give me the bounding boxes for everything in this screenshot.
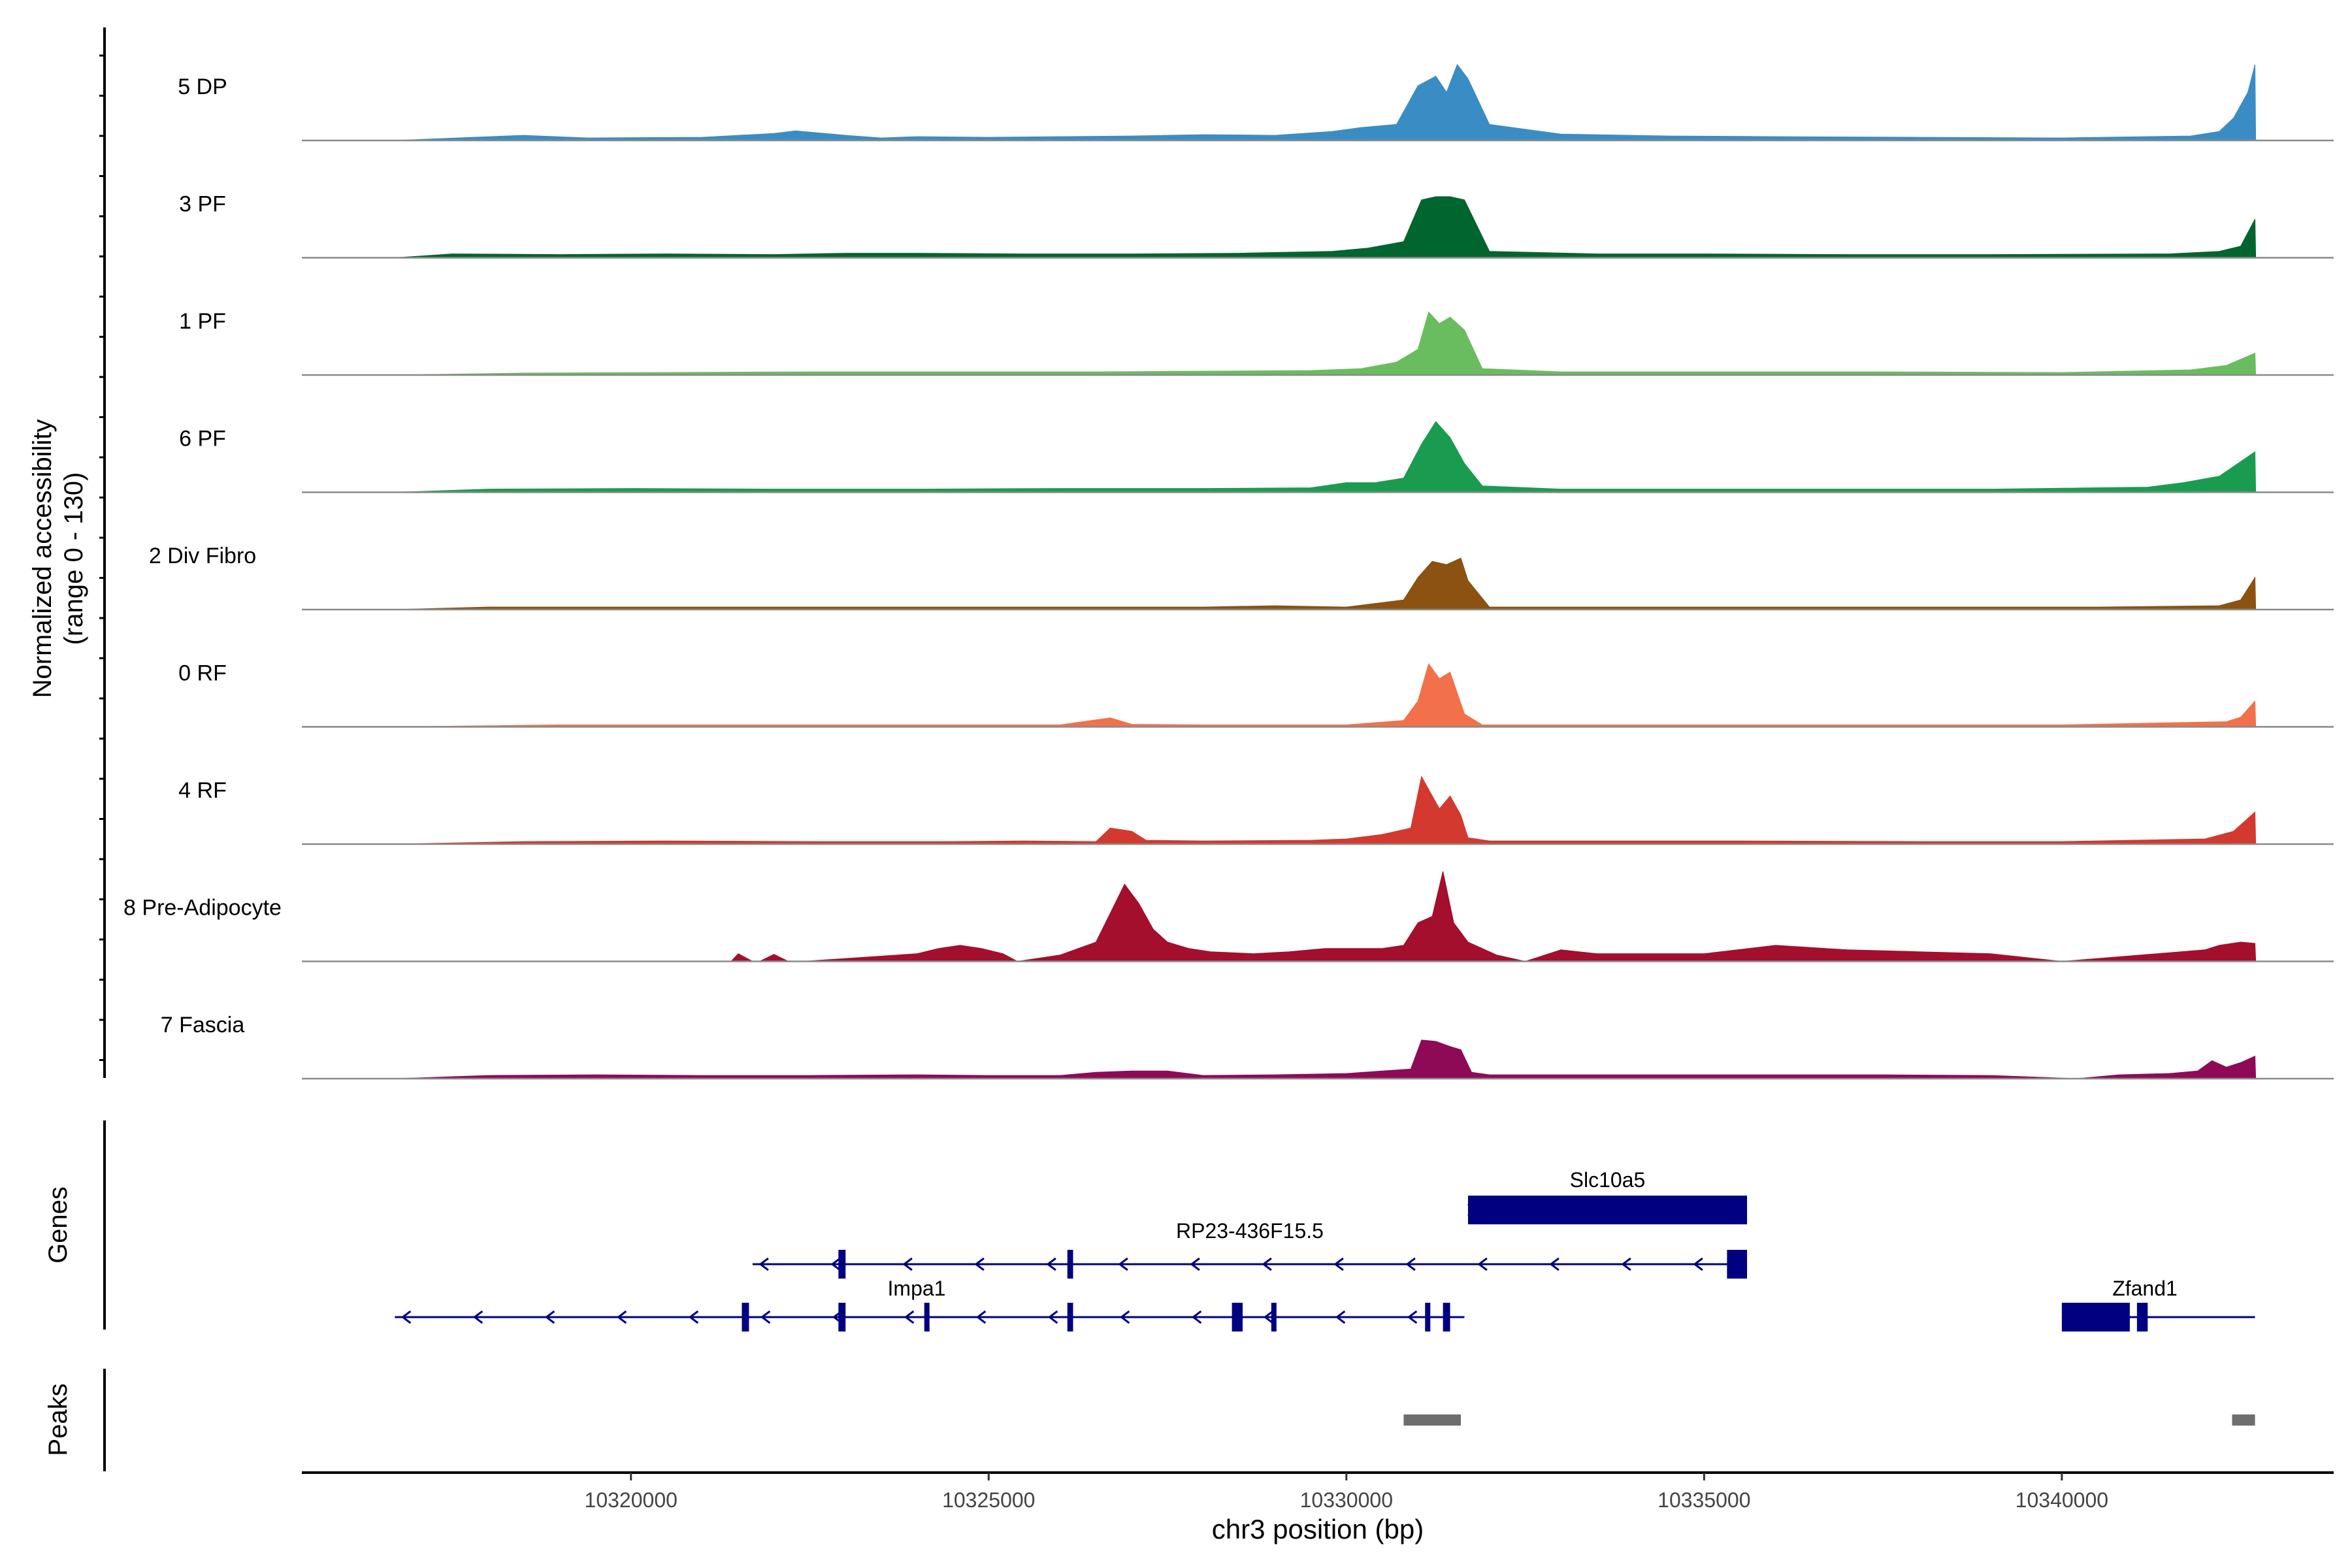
peaks-panel-label: Peaks — [44, 1383, 73, 1456]
track-label: 5 DP — [178, 74, 227, 99]
gene-impa1: Impa1 — [395, 1277, 1465, 1331]
track-5-dp: 5 DP — [178, 63, 2334, 142]
track-area — [395, 311, 2257, 376]
track-area — [395, 1039, 2257, 1079]
track-label: 6 PF — [179, 427, 226, 451]
track-4-rf: 4 RF — [178, 776, 2334, 845]
strand-arrow — [760, 1310, 771, 1324]
strand-arrow — [1477, 1257, 1488, 1271]
strand-arrow — [1262, 1257, 1272, 1271]
x-axis-tick-label: 10325000 — [942, 1488, 1035, 1512]
strand-arrow — [974, 1257, 985, 1271]
gene-exon — [2061, 1303, 2130, 1331]
track-7-fascia: 7 Fascia — [161, 1013, 2334, 1080]
track-label: 4 RF — [178, 778, 227, 803]
peaks-panel — [1403, 1414, 2255, 1426]
gene-label: Zfand1 — [2112, 1277, 2178, 1300]
gene-exon — [838, 1303, 846, 1331]
y-axis-label-line2: (range 0 - 130) — [59, 472, 88, 645]
track-label: 1 PF — [179, 309, 226, 334]
genes-panel-label: Genes — [44, 1186, 73, 1264]
strand-arrow — [1118, 1257, 1128, 1271]
gene-annotation-panel: Slc10a5 RP23-436F15.5 Impa1 Zfand1 — [395, 1168, 2255, 1331]
strand-arrow — [616, 1310, 627, 1324]
strand-arrow — [472, 1310, 483, 1324]
strand-arrow — [1405, 1257, 1416, 1271]
strand-arrow — [1046, 1257, 1056, 1271]
strand-arrow — [1047, 1310, 1058, 1324]
gene-exon — [1727, 1250, 1748, 1279]
track-area — [395, 662, 2257, 727]
strand-arrow — [904, 1310, 915, 1324]
strand-arrow — [975, 1310, 987, 1324]
gene-exon — [924, 1303, 930, 1331]
x-axis-tick-label: 10320000 — [585, 1488, 678, 1512]
x-axis-label: chr3 position (bp) — [1212, 1514, 1424, 1544]
track-area — [395, 196, 2257, 258]
strand-arrow — [1335, 1310, 1346, 1324]
track-label: 2 Div Fibro — [149, 544, 256, 568]
x-axis-tick-label: 10335000 — [1658, 1488, 1750, 1512]
track-8-pre-adipocyte: 8 Pre-Adipocyte — [123, 871, 2334, 962]
strand-arrow — [902, 1257, 913, 1271]
strand-arrow — [1333, 1257, 1344, 1271]
track-label: 7 Fascia — [161, 1013, 245, 1037]
gene-rp23-436f15-5: RP23-436F15.5 — [752, 1219, 1748, 1279]
strand-arrow — [1621, 1257, 1631, 1271]
track-0-rf: 0 RF — [178, 661, 2334, 728]
x-axis-tick-label: 10330000 — [1300, 1488, 1393, 1512]
coverage-tracks: 5 DP 3 PF 1 PF 6 PF 2 Div Fibro 0 RF 4 RF 8 Pre… — [123, 63, 2334, 1080]
x-axis-tick-label: 10340000 — [2016, 1488, 2108, 1512]
track-3-pf: 3 PF — [179, 192, 2334, 259]
strand-arrow — [400, 1310, 412, 1324]
track-label: 3 PF — [179, 192, 226, 217]
strand-arrow — [688, 1310, 699, 1324]
track-area — [395, 63, 2257, 141]
gene-label: Impa1 — [888, 1277, 946, 1300]
gene-exon — [1067, 1250, 1073, 1279]
gene-exon — [1443, 1303, 1450, 1331]
strand-arrow — [544, 1310, 555, 1324]
strand-arrow — [1190, 1257, 1200, 1271]
gene-slc10a5: Slc10a5 — [1467, 1168, 1748, 1224]
gene-label: Slc10a5 — [1570, 1168, 1646, 1192]
gene-exon — [1271, 1303, 1277, 1331]
x-axis-ticks: 10320000 10325000 10330000 10335000 10340000 — [585, 1473, 2108, 1512]
track-1-pf: 1 PF — [179, 309, 2334, 376]
gene-exon — [2136, 1303, 2148, 1331]
strand-arrow — [1549, 1257, 1560, 1271]
gene-zfand1: Zfand1 — [2061, 1277, 2255, 1331]
gene-exon — [742, 1303, 749, 1331]
track-6-pf: 6 PF — [179, 421, 2334, 493]
strand-arrow — [1119, 1310, 1130, 1324]
track-2-div-fibro: 2 Div Fibro — [149, 544, 2334, 611]
track-area — [395, 557, 2257, 610]
coverage-y-axis-ticks — [99, 54, 105, 1061]
gene-exon — [1425, 1303, 1431, 1331]
track-label: 0 RF — [178, 661, 227, 686]
track-area — [395, 776, 2257, 845]
track-area — [395, 421, 2257, 493]
strand-arrow — [1263, 1310, 1274, 1324]
track-area — [730, 871, 2257, 962]
strand-arrow — [759, 1257, 769, 1271]
gene-exon — [1232, 1303, 1243, 1331]
track-label: 8 Pre-Adipocyte — [123, 896, 282, 921]
gene-exon — [1067, 1303, 1073, 1331]
strand-arrow — [1191, 1310, 1202, 1324]
peak-bar — [2232, 1414, 2255, 1426]
strand-arrow — [1693, 1257, 1703, 1271]
gene-exon — [1467, 1196, 1748, 1224]
gene-label: RP23-436F15.5 — [1176, 1219, 1324, 1243]
strand-arrow — [830, 1257, 841, 1271]
peak-bar — [1403, 1414, 1462, 1426]
gene-exon — [838, 1250, 846, 1279]
strand-arrow — [1407, 1310, 1418, 1324]
y-axis-label-line1: Normalized accessibility — [28, 419, 57, 698]
